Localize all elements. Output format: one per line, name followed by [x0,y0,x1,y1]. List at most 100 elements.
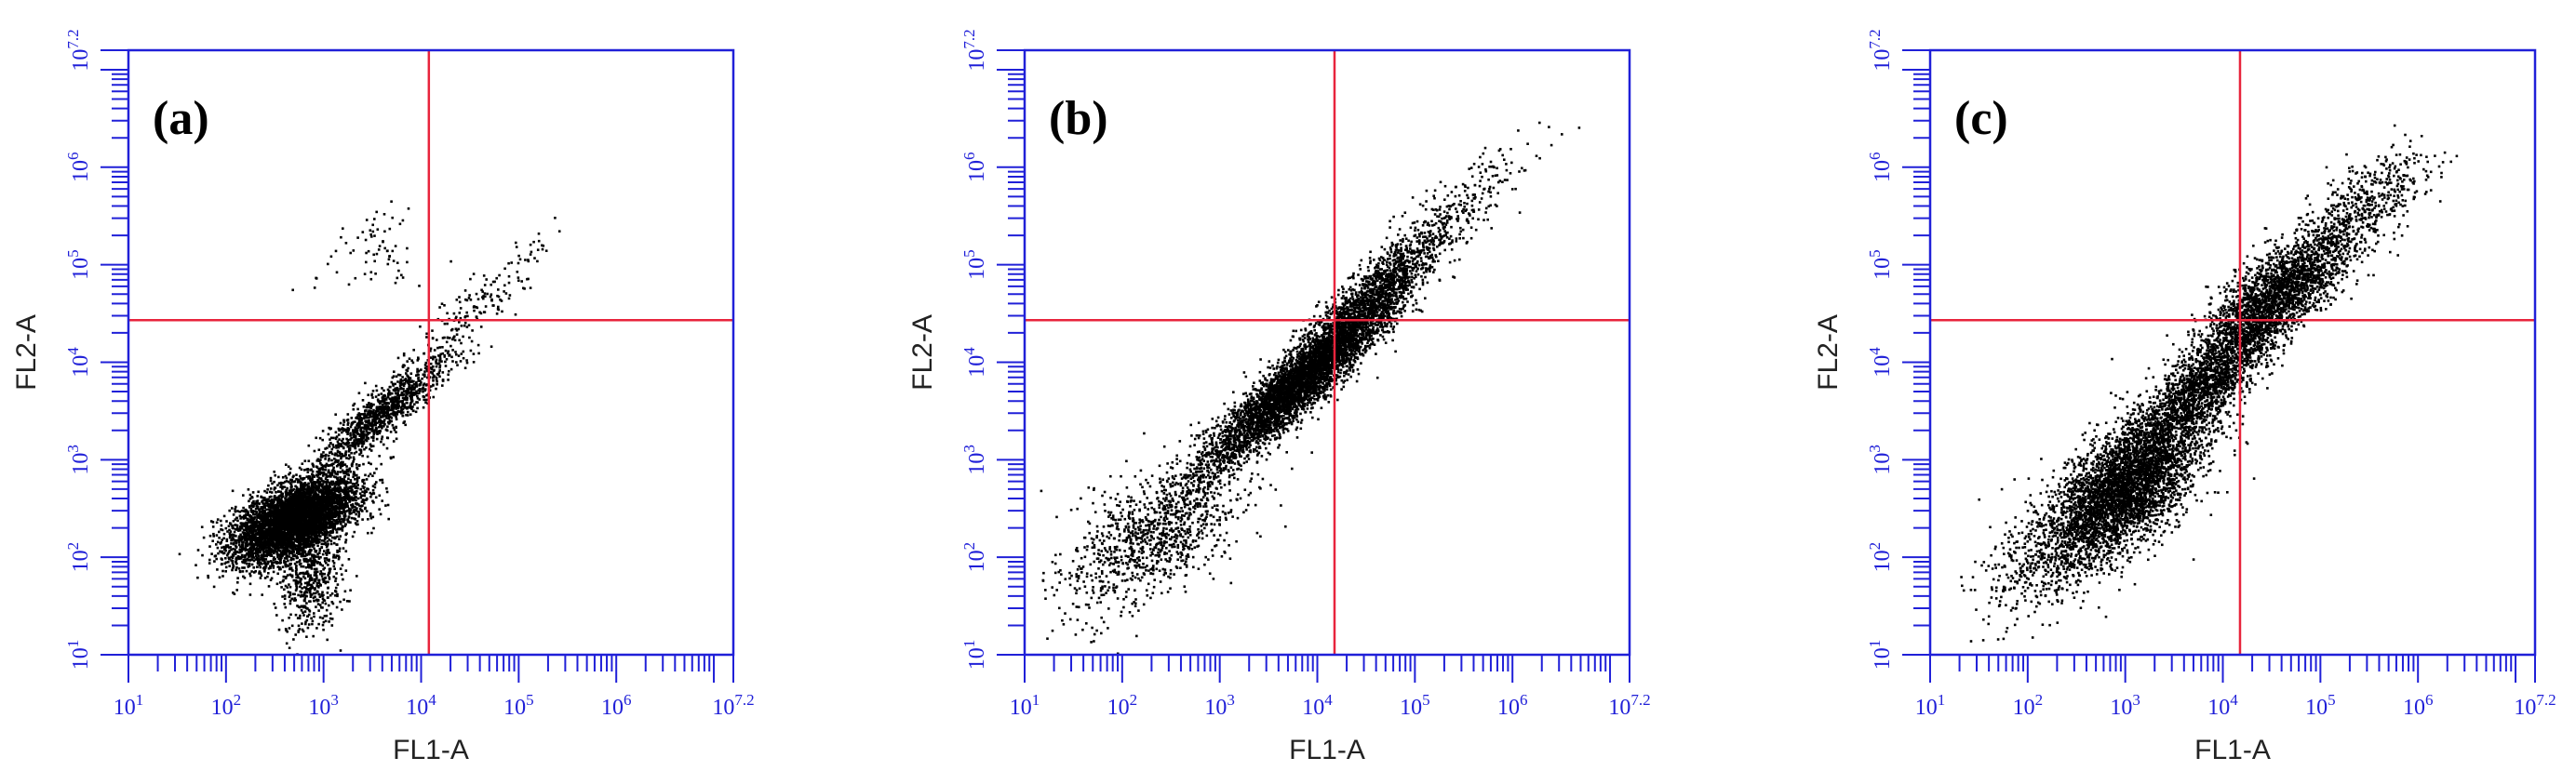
data-point [256,540,260,544]
data-point [302,469,306,472]
data-point [255,552,258,555]
data-point [234,510,237,513]
data-point [361,518,364,521]
data-point [259,534,262,538]
data-point [283,480,287,484]
data-point [343,525,347,527]
data-point [289,478,292,482]
data-point [239,538,243,542]
data-point [257,490,260,494]
data-point [275,552,279,556]
data-point [310,528,313,532]
data-point [333,485,337,487]
data-point [275,498,277,501]
data-point [354,506,356,509]
data-point [335,486,338,490]
data-point [245,544,248,547]
data-point [274,473,276,477]
data-point [224,561,228,565]
data-point [258,524,262,527]
data-point [363,494,367,498]
data-point [233,592,236,595]
data-point [340,522,342,525]
data-point [253,516,257,519]
data-point [350,512,353,515]
data-point [282,575,286,578]
data-point [318,472,322,476]
data-point [258,509,262,512]
data-point [353,471,356,473]
data-point [248,493,252,497]
data-point [201,553,204,557]
data-point [349,481,353,485]
data-point [260,495,262,498]
data-point [242,561,245,564]
data-point [234,524,236,526]
data-point [366,498,369,500]
data-point [353,484,356,487]
data-point [352,491,356,494]
data-point [332,466,335,470]
data-point [244,528,247,531]
data-point [242,494,245,497]
data-point [284,497,287,500]
data-point [359,495,363,498]
data-point [288,501,292,504]
data-point [249,521,252,525]
data-point [296,481,300,484]
data-point [371,489,375,492]
data-point [361,498,365,501]
data-point [255,533,258,536]
data-point [237,543,241,547]
data-point [255,502,259,505]
data-point [234,508,236,511]
data-point [249,558,252,562]
data-point [278,550,282,552]
data-point [219,550,221,553]
data-point [312,533,315,537]
data-point [336,472,339,476]
data-point [289,523,293,525]
data-point [235,535,237,538]
data-point [315,512,317,516]
data-point [329,539,333,542]
data-point [251,491,255,494]
data-point [320,546,323,549]
data-point [266,575,269,578]
data-point [207,574,209,578]
data-point [343,486,347,490]
x-tick-label: 101 [114,691,144,720]
data-point [235,565,238,569]
data-point [313,488,315,492]
data-point [288,546,292,550]
data-point [311,462,315,466]
data-point [325,475,329,478]
data-point [292,480,296,484]
data-point [370,493,373,496]
data-point [308,506,312,510]
data-point [369,472,372,475]
data-point [385,490,389,494]
data-point [249,507,253,511]
data-point [334,475,337,479]
data-point [311,472,314,476]
data-point [354,478,356,481]
data-point [251,510,254,512]
data-point [372,526,375,530]
data-point [319,462,322,465]
data-point [251,558,254,562]
data-point [324,508,327,512]
data-point [338,504,341,508]
data-point [348,485,351,489]
data-point [313,535,316,538]
data-point [295,477,298,481]
data-point [349,521,352,524]
data-point [378,494,382,498]
data-point [355,512,357,516]
data-point [261,538,263,541]
data-point [259,561,262,565]
data-point [263,489,266,493]
data-point [343,494,347,497]
data-point [362,500,365,503]
data-point [237,555,240,559]
